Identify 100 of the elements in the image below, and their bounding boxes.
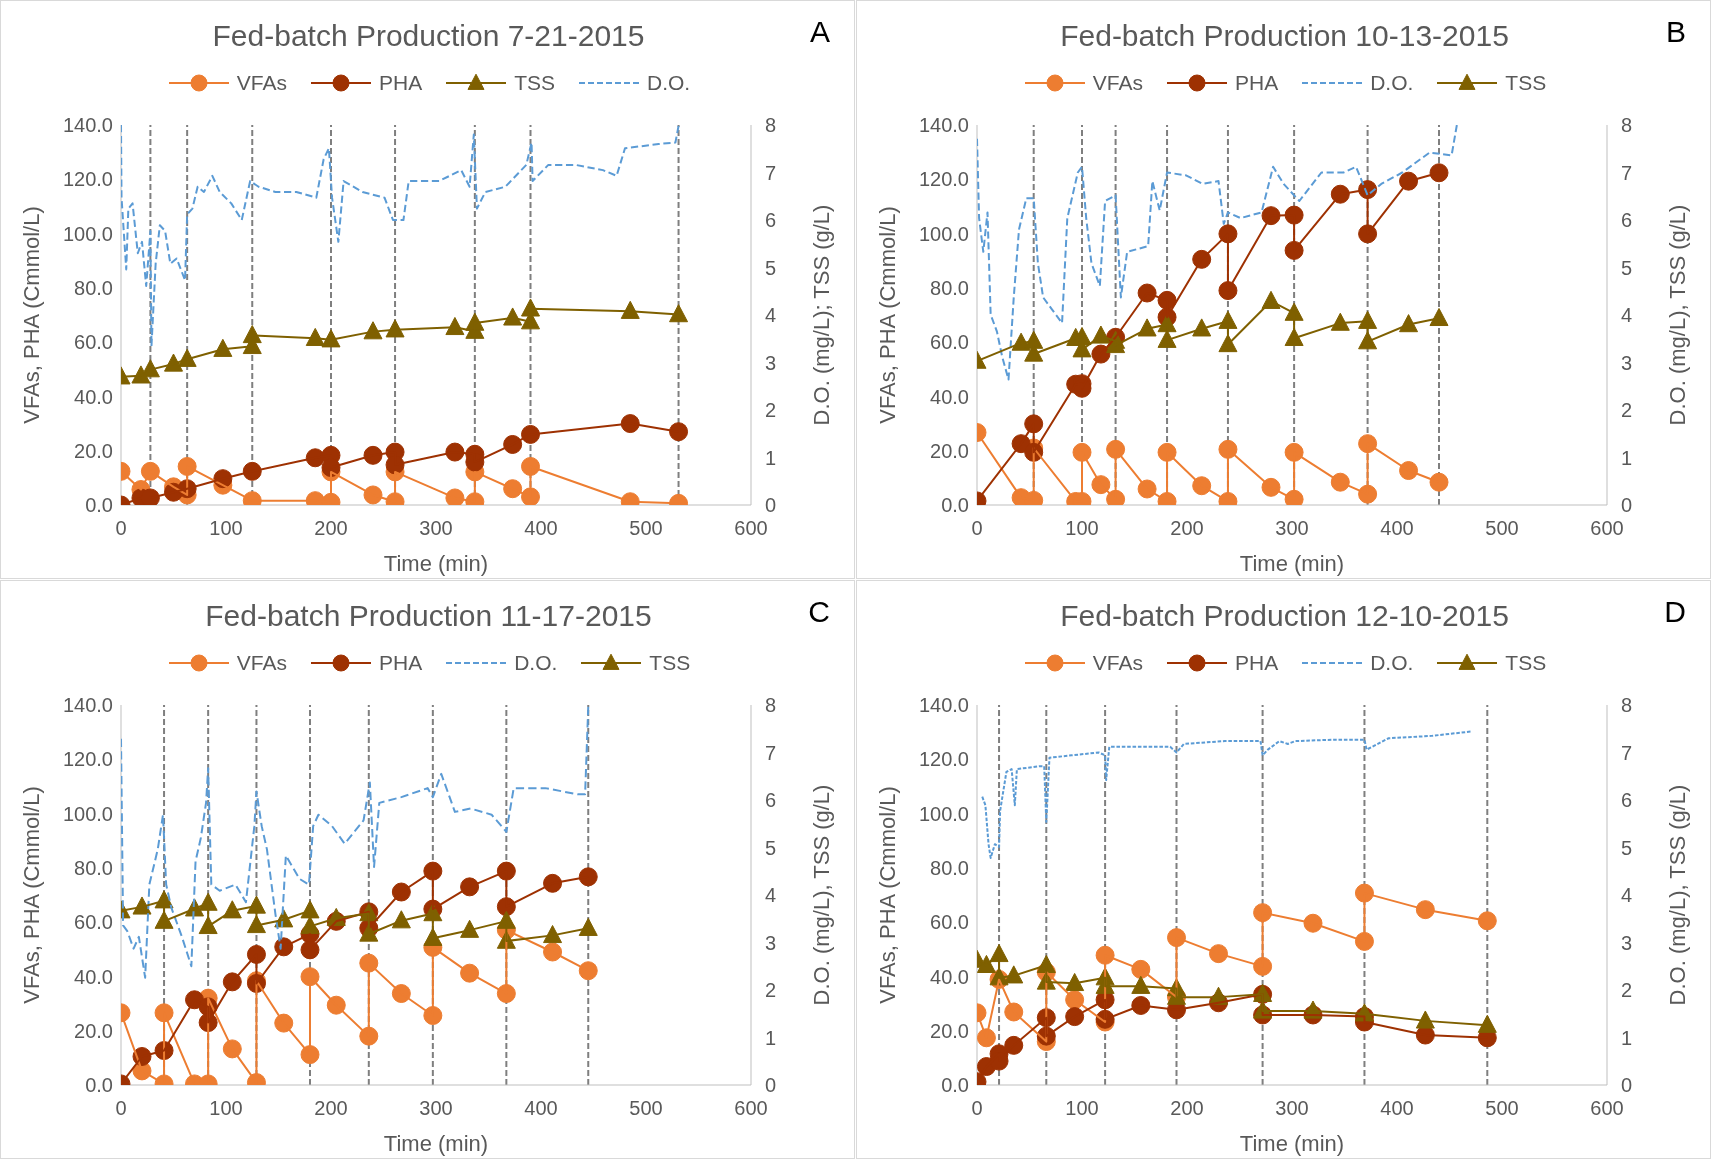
x-tick-label: 100 <box>1065 517 1099 540</box>
y-axis-title: VFAs, PHA (Cmmol/L) <box>874 786 900 1004</box>
point <box>1284 240 1304 260</box>
y2-tick-label: 7 <box>765 161 777 184</box>
y-tick-label: 120.0 <box>62 168 113 191</box>
legend-label: VFAs <box>1092 71 1143 95</box>
point <box>1218 310 1238 329</box>
point <box>1477 1014 1497 1033</box>
y-tick-label: 140.0 <box>62 114 113 137</box>
x-tick-label: 400 <box>524 517 558 540</box>
y2-tick-label: 4 <box>1621 304 1633 327</box>
chart-title: Fed-batch Production 7-21-2015 <box>212 19 645 52</box>
x-tick-label: 300 <box>1275 517 1309 540</box>
y2-tick-label: 6 <box>765 209 777 232</box>
y-tick-label: 120.0 <box>62 748 113 771</box>
y2-tick-label: 7 <box>765 741 777 764</box>
y-tick-label: 20.0 <box>74 439 113 462</box>
point <box>321 329 341 348</box>
y-tick-label: 60.0 <box>74 331 113 354</box>
point <box>1137 318 1157 337</box>
point <box>578 867 598 887</box>
legend-label: PHA <box>1234 651 1279 675</box>
x-axis-title: Time (min) <box>383 1131 489 1156</box>
legend-label: TSS <box>649 651 691 675</box>
point <box>977 954 996 973</box>
x-tick-label: 0 <box>115 517 127 540</box>
y-tick-label: 120.0 <box>918 748 969 771</box>
y-tick-label: 20.0 <box>930 1019 969 1042</box>
point <box>496 910 516 929</box>
y2-tick-label: 3 <box>1621 351 1633 374</box>
x-tick-label: 500 <box>1485 1097 1519 1120</box>
y-tick-label: 20.0 <box>930 439 969 462</box>
x-axis-title: Time (min) <box>383 551 489 576</box>
point <box>385 319 405 338</box>
y2-tick-label: 5 <box>1621 256 1633 279</box>
point <box>543 924 563 944</box>
y2-tick-label: 1 <box>1621 1026 1633 1049</box>
y2-tick-label: 0 <box>1621 1074 1633 1097</box>
point <box>1354 931 1374 951</box>
y-axis-title: VFAs, PHA (Cmmol/L) <box>18 206 44 424</box>
y-tick-label: 80.0 <box>930 856 969 879</box>
y-tick-label: 80.0 <box>74 856 113 879</box>
y-tick-label: 100.0 <box>62 222 113 245</box>
legend-label: TSS <box>1505 71 1547 95</box>
y-tick-label: 0.0 <box>941 494 969 517</box>
x-tick-label: 0 <box>115 1097 127 1120</box>
x-tick-label: 500 <box>629 1097 663 1120</box>
point <box>391 910 411 929</box>
x-tick-label: 200 <box>1170 517 1204 540</box>
point <box>164 353 183 372</box>
y2-axis-title: D.O. (mg/L), TSS (g/L) <box>808 784 834 1006</box>
legend-label: D.O. <box>1370 71 1414 95</box>
x-tick-label: 0 <box>971 517 983 540</box>
y-tick-label: 60.0 <box>930 331 969 354</box>
point <box>246 895 266 914</box>
point <box>521 298 540 317</box>
line-series <box>977 125 1458 381</box>
y-axis-title: VFAs, PHA (Cmmol/L) <box>874 206 900 424</box>
x-tick-label: 600 <box>734 517 768 540</box>
x-tick-label: 400 <box>1380 517 1414 540</box>
y2-axis-title: D.O. (mg/L); TSS (g/L) <box>808 204 834 426</box>
chart-title: Fed-batch Production 10-13-2015 <box>1060 19 1509 52</box>
point <box>1192 318 1212 337</box>
x-tick-label: 600 <box>734 1097 768 1120</box>
y2-tick-label: 8 <box>1621 694 1633 717</box>
y2-tick-label: 3 <box>765 931 777 954</box>
y2-tick-label: 0 <box>765 1074 777 1097</box>
y2-tick-label: 8 <box>765 114 777 137</box>
text: C <box>808 595 830 629</box>
y-tick-label: 80.0 <box>930 276 969 299</box>
x-tick-label: 600 <box>1590 1097 1624 1120</box>
point <box>132 896 152 915</box>
x-tick-label: 0 <box>971 1097 983 1120</box>
y2-tick-label: 0 <box>765 494 777 517</box>
y-tick-label: 140.0 <box>918 114 969 137</box>
point <box>445 316 465 336</box>
text: B <box>1665 15 1686 49</box>
y-tick-label: 60.0 <box>74 911 113 934</box>
y-tick-label: 40.0 <box>930 965 969 988</box>
y2-tick-label: 1 <box>1621 446 1633 469</box>
y2-tick-label: 4 <box>765 304 777 327</box>
y2-tick-label: 6 <box>1621 209 1633 232</box>
y-tick-label: 40.0 <box>74 385 113 408</box>
x-tick-label: 300 <box>419 1097 453 1120</box>
point <box>177 348 197 367</box>
x-tick-label: 100 <box>209 517 243 540</box>
x-tick-label: 400 <box>524 1097 558 1120</box>
chart-title: Fed-batch Production 11-17-2015 <box>205 599 652 632</box>
y2-tick-label: 4 <box>765 884 777 907</box>
x-tick-label: 100 <box>1065 1097 1099 1120</box>
legend-label: D.O. <box>647 71 691 95</box>
x-axis-title: Time (min) <box>1239 551 1345 576</box>
legend-label: PHA <box>378 651 423 675</box>
point <box>1330 312 1350 331</box>
y-tick-label: 0.0 <box>85 1074 113 1097</box>
y2-tick-label: 1 <box>765 446 777 469</box>
point <box>669 304 689 323</box>
y-tick-label: 140.0 <box>62 694 113 717</box>
line-series <box>121 705 590 979</box>
y2-tick-label: 8 <box>765 694 777 717</box>
